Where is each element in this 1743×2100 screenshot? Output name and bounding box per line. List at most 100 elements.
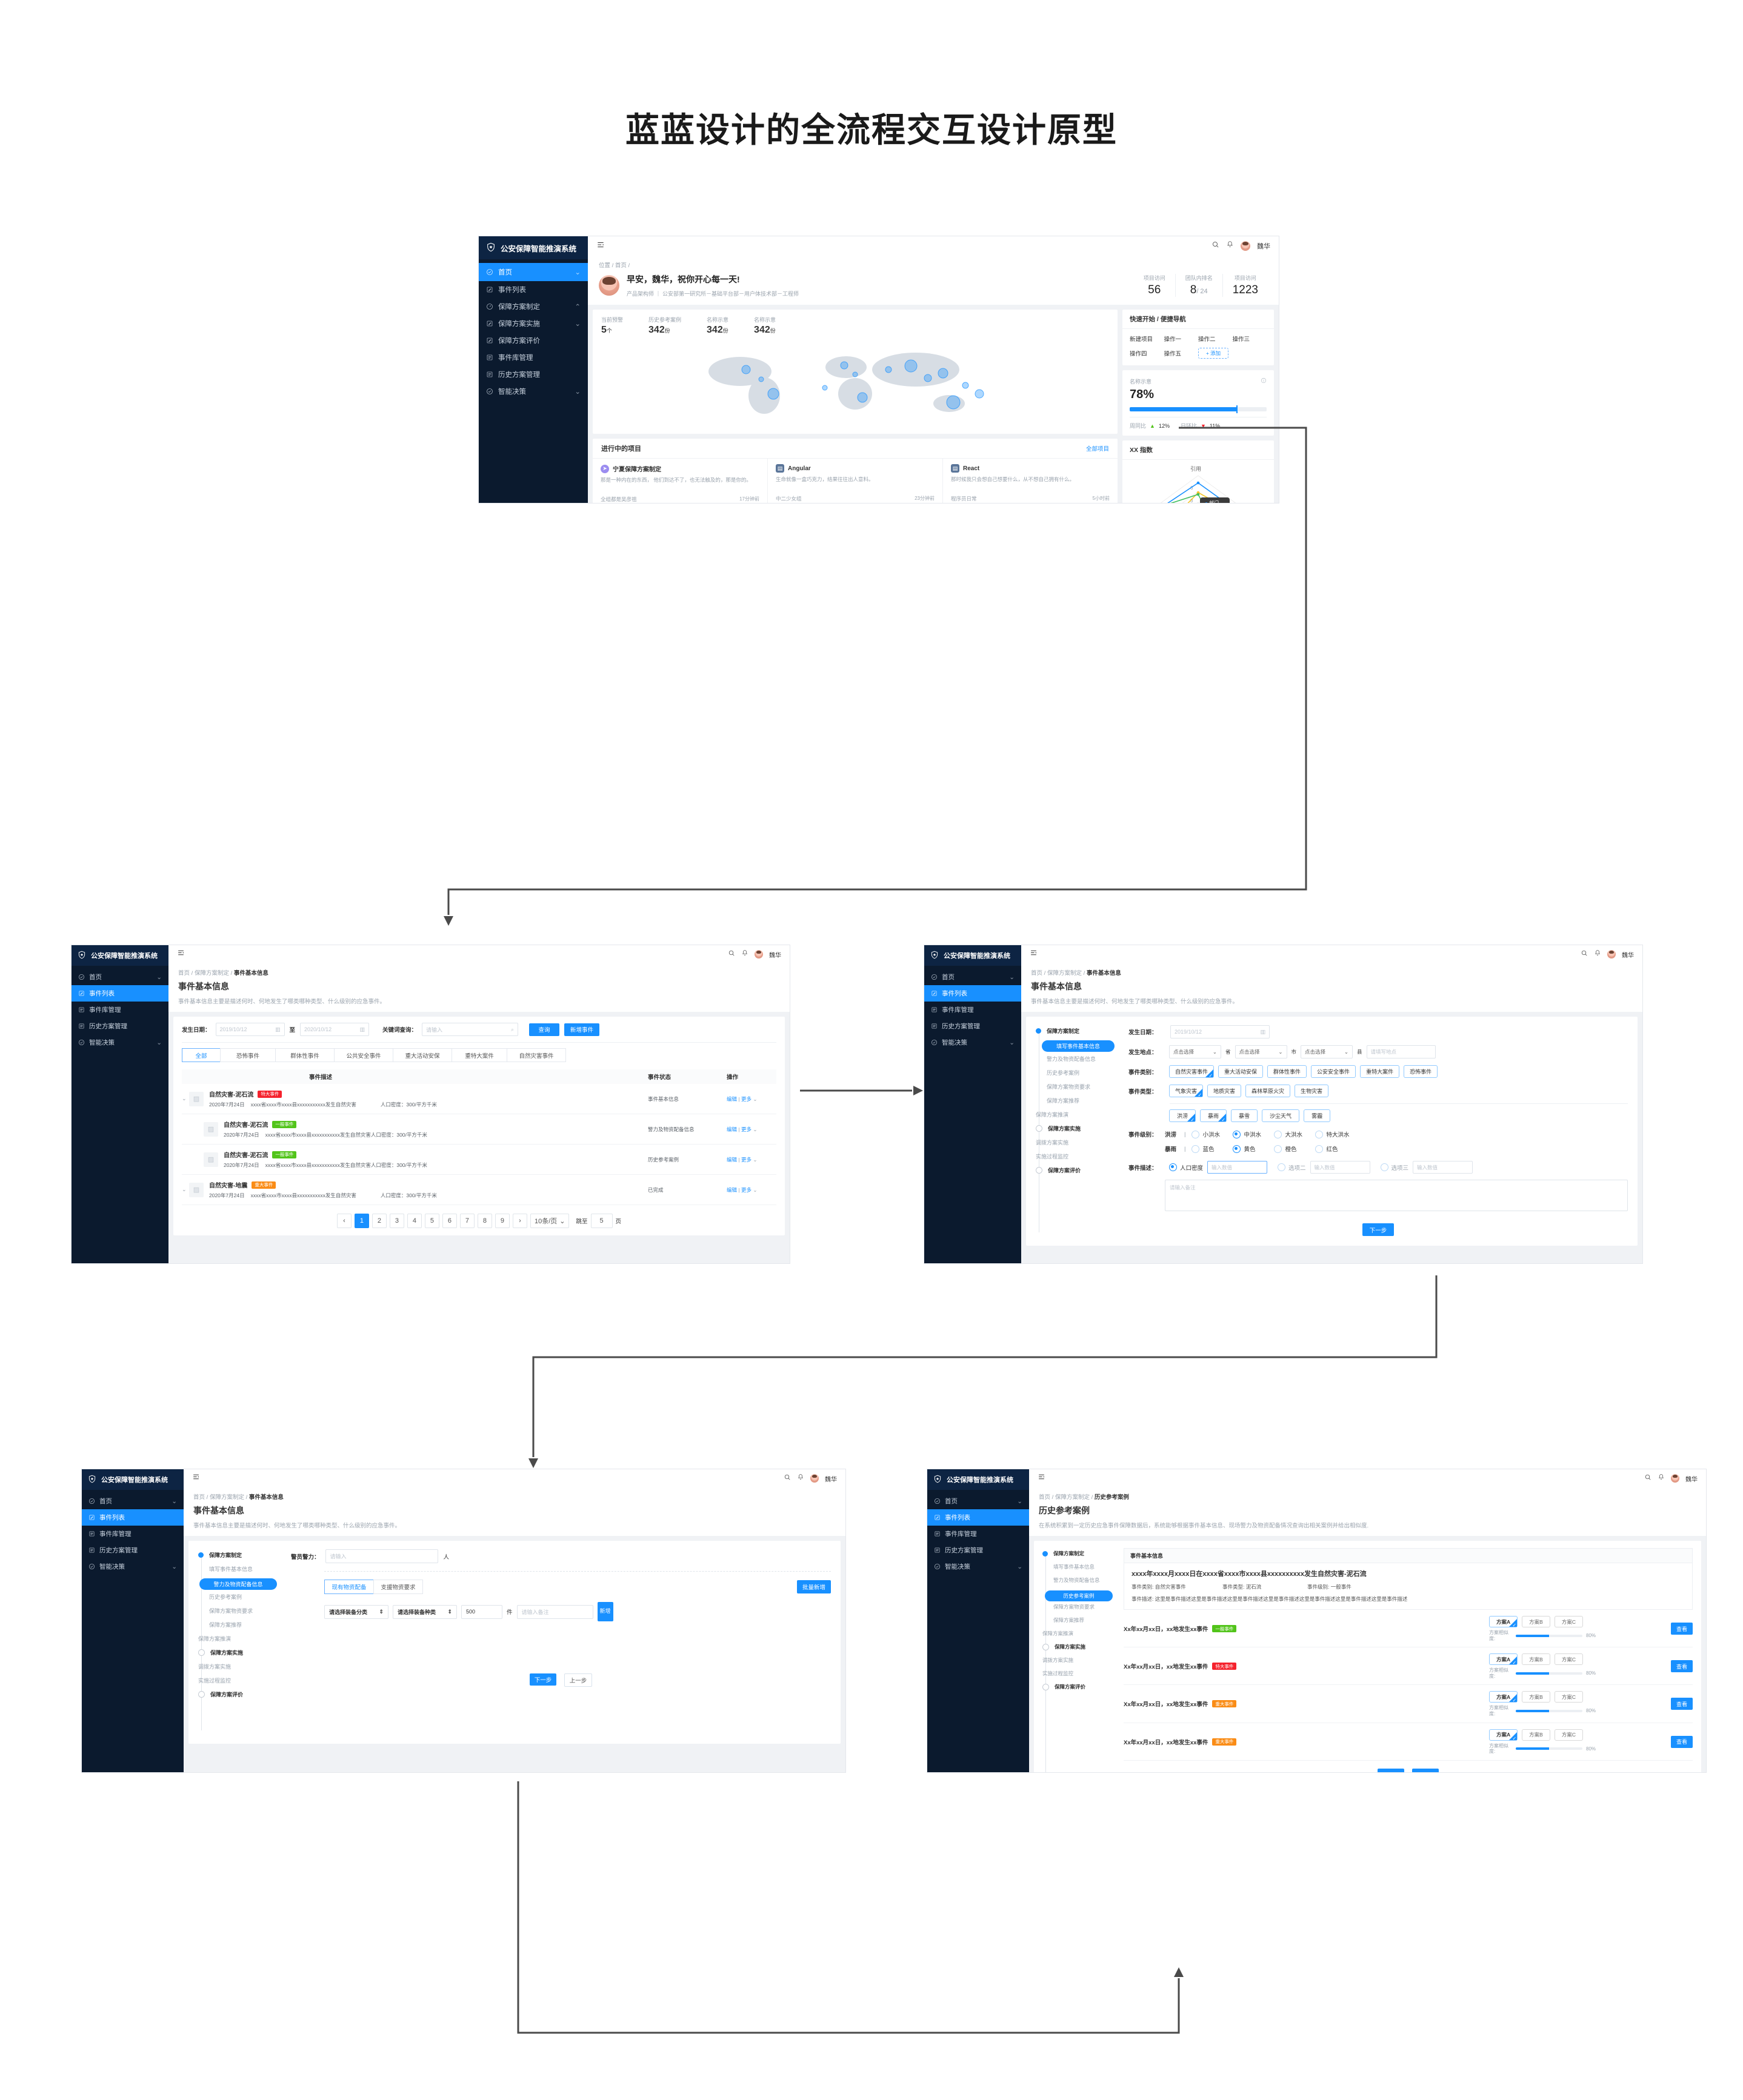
category-chip-major-case[interactable]: 重特大案件: [1360, 1065, 1400, 1078]
info-circle-icon[interactable]: [1261, 376, 1267, 387]
search-button[interactable]: 查询: [529, 1023, 560, 1036]
plan-a-chip[interactable]: 方案A: [1489, 1691, 1518, 1703]
type-chip-geology[interactable]: 地质灾害: [1207, 1085, 1242, 1097]
sidebar-item-home[interactable]: 首页 ⌄: [82, 1493, 184, 1509]
add-shortcut-button[interactable]: + 添加: [1198, 348, 1228, 359]
sidebar-item-smart-decision[interactable]: 智能决策 ⌄: [82, 1558, 184, 1575]
radio-mid-flood[interactable]: 中洪水: [1233, 1130, 1274, 1138]
chevron-down-icon[interactable]: ⌄: [753, 1186, 758, 1193]
radio-big-flood[interactable]: 大洪水: [1274, 1130, 1315, 1138]
step-plan-recommend[interactable]: 保障方案推荐: [1042, 1615, 1115, 1626]
step-plan-recommend[interactable]: 保障方案推荐: [198, 1619, 280, 1630]
sidebar-item-event-db[interactable]: 事件库管理: [72, 1002, 168, 1018]
sidebar-item-home[interactable]: 首页 ⌄: [927, 1493, 1029, 1509]
step-plan-supply-req[interactable]: 保障方案物资要求: [198, 1605, 280, 1617]
all-projects-link[interactable]: 全部项目: [1085, 446, 1109, 453]
step-active-pill[interactable]: 填写事件基本信息: [1042, 1040, 1115, 1052]
type-chip-weather[interactable]: 气象灾害: [1169, 1085, 1204, 1098]
step-process-monitor[interactable]: 实施过程监控: [1036, 1151, 1118, 1162]
breadcrumb-item[interactable]: 首页: [1031, 970, 1043, 977]
sidebar-item-event-list[interactable]: 事件列表: [72, 985, 168, 1002]
sidebar-item-event-list[interactable]: 事件列表: [479, 281, 588, 298]
tab-existing-supply[interactable]: 现有物资配备: [324, 1580, 374, 1594]
step-active-pill[interactable]: 历史参考案例: [1045, 1590, 1113, 1601]
page-3[interactable]: 3: [389, 1214, 404, 1228]
row-remark-input[interactable]: 请输入备注: [516, 1604, 593, 1619]
avatar[interactable]: [1671, 1474, 1679, 1483]
equipment-category-select[interactable]: 请选择装备分类 ⇕: [324, 1604, 388, 1619]
sidebar-item-plan-make[interactable]: 保障方案制定 ⌃: [479, 298, 588, 315]
avatar[interactable]: [810, 1474, 819, 1483]
radio-option-two[interactable]: 选项二: [1278, 1163, 1306, 1172]
page-next[interactable]: ›: [512, 1214, 527, 1228]
option-two-input[interactable]: 输入数值: [1310, 1161, 1370, 1174]
avatar[interactable]: [1241, 241, 1250, 251]
radio-orange[interactable]: 橙色: [1274, 1145, 1315, 1153]
occur-date-input[interactable]: 2019/10/12 ▥: [1170, 1025, 1270, 1038]
sidebar-item-home[interactable]: 首页 ⌄: [479, 263, 588, 281]
category-chip-mass[interactable]: 群体性事件: [1267, 1065, 1307, 1078]
subtype-chip-haze[interactable]: 雾霾: [1304, 1109, 1331, 1122]
radio-population-density[interactable]: 人口密度: [1169, 1163, 1203, 1172]
quicknav-link[interactable]: 新建项目: [1130, 336, 1153, 343]
sidebar-item-event-list[interactable]: 事件列表: [924, 985, 1021, 1002]
breadcrumb-item[interactable]: 首页: [1039, 1494, 1051, 1501]
search-icon[interactable]: [728, 949, 735, 960]
view-button[interactable]: 查看: [1671, 1735, 1693, 1748]
step-police-supply[interactable]: 警力及物资配备信息: [1042, 1575, 1115, 1586]
breadcrumb-item[interactable]: 保障方案制定: [194, 970, 229, 977]
quicknav-link[interactable]: 操作二: [1198, 336, 1216, 343]
step-dispatch-impl[interactable]: 调拨方案实施: [1042, 1655, 1115, 1666]
radio-red[interactable]: 红色: [1315, 1145, 1356, 1153]
place-detail-input[interactable]: 请填写地点: [1366, 1045, 1436, 1058]
step-dispatch-impl[interactable]: 调拨方案实施: [1036, 1137, 1118, 1148]
sidebar-item-history-plan[interactable]: 历史方案管理: [479, 366, 588, 383]
date-to-input[interactable]: 2020/10/12 ▥: [300, 1023, 370, 1036]
bell-icon[interactable]: [741, 949, 748, 960]
table-row[interactable]: ⌄ ▨ 自然灾害-泥石流 特大事件 2020年7月24日 xxxx省xxxx市x…: [182, 1084, 776, 1114]
tab-support-request[interactable]: 支援物资要求: [373, 1580, 423, 1594]
quicknav-link[interactable]: 操作一: [1164, 336, 1182, 343]
sidebar-item-home[interactable]: 首页 ⌄: [72, 969, 168, 985]
next-step-button[interactable]: 下一步: [530, 1673, 556, 1686]
project-card[interactable]: ➤ 宁夏保障方案制定 那是一种内在的东西， 他们到达不了，也无法触及的，那是你的…: [593, 459, 768, 503]
sidebar-item-plan-impl[interactable]: 保障方案实施 ⌄: [479, 315, 588, 332]
equipment-kind-select[interactable]: 请选择装备种类 ⇕: [393, 1604, 457, 1619]
sidebar-item-history-plan[interactable]: 历史方案管理: [72, 1018, 168, 1034]
breadcrumb-item[interactable]: 保障方案制定: [209, 1494, 244, 1501]
step-plan-supply-req[interactable]: 保障方案物资要求: [1042, 1601, 1115, 1612]
quicknav-link[interactable]: 操作五: [1164, 351, 1182, 357]
radio-huge-flood[interactable]: 特大洪水: [1315, 1130, 1356, 1138]
plan-c-chip[interactable]: 方案C: [1554, 1691, 1583, 1703]
search-icon[interactable]: [1581, 949, 1588, 960]
police-count-input[interactable]: 请输入: [325, 1549, 438, 1563]
page-size-select[interactable]: 10条/页 ⌄: [530, 1214, 570, 1228]
sidebar-item-smart-decision[interactable]: 智能决策 ⌄: [72, 1034, 168, 1051]
page-1[interactable]: 1: [354, 1214, 369, 1228]
subtype-chip-flood[interactable]: 洪涝: [1169, 1109, 1196, 1123]
date-from-input[interactable]: 2019/10/12 ▥: [215, 1023, 285, 1036]
type-chip-biological[interactable]: 生物灾害: [1295, 1085, 1329, 1097]
quicknav-link[interactable]: 操作四: [1130, 351, 1147, 357]
step-plan-simulate[interactable]: 保障方案推演: [1036, 1109, 1118, 1120]
sidebar-item-smart-decision[interactable]: 智能决策 ⌄: [927, 1558, 1029, 1575]
view-button[interactable]: 查看: [1671, 1698, 1693, 1710]
sidebar-item-event-db[interactable]: 事件库管理: [82, 1526, 184, 1542]
more-link[interactable]: 更多: [741, 1126, 752, 1132]
bell-icon[interactable]: [1226, 241, 1234, 251]
menu-collapse-icon[interactable]: [177, 949, 185, 960]
page-8[interactable]: 8: [477, 1214, 492, 1228]
tab-major-case[interactable]: 重特大案件: [452, 1048, 507, 1062]
breadcrumb-item[interactable]: 保障方案制定: [1047, 970, 1082, 977]
county-select[interactable]: 点击选择 ⌄: [1301, 1045, 1353, 1058]
sidebar-item-plan-eval[interactable]: 保障方案评价: [479, 332, 588, 349]
bell-icon[interactable]: [1594, 949, 1601, 960]
step-plan-simulate[interactable]: 保障方案推演: [198, 1633, 280, 1644]
tab-public-safety[interactable]: 公共安全事件: [334, 1048, 393, 1062]
sidebar-item-history-plan[interactable]: 历史方案管理: [82, 1542, 184, 1558]
plan-c-chip[interactable]: 方案C: [1554, 1729, 1583, 1741]
chevron-down-icon[interactable]: ⌄: [753, 1156, 758, 1163]
sidebar-item-history-plan[interactable]: 历史方案管理: [924, 1018, 1021, 1034]
category-chip-major-activity[interactable]: 重大活动安保: [1218, 1065, 1264, 1078]
page-2[interactable]: 2: [372, 1214, 387, 1228]
